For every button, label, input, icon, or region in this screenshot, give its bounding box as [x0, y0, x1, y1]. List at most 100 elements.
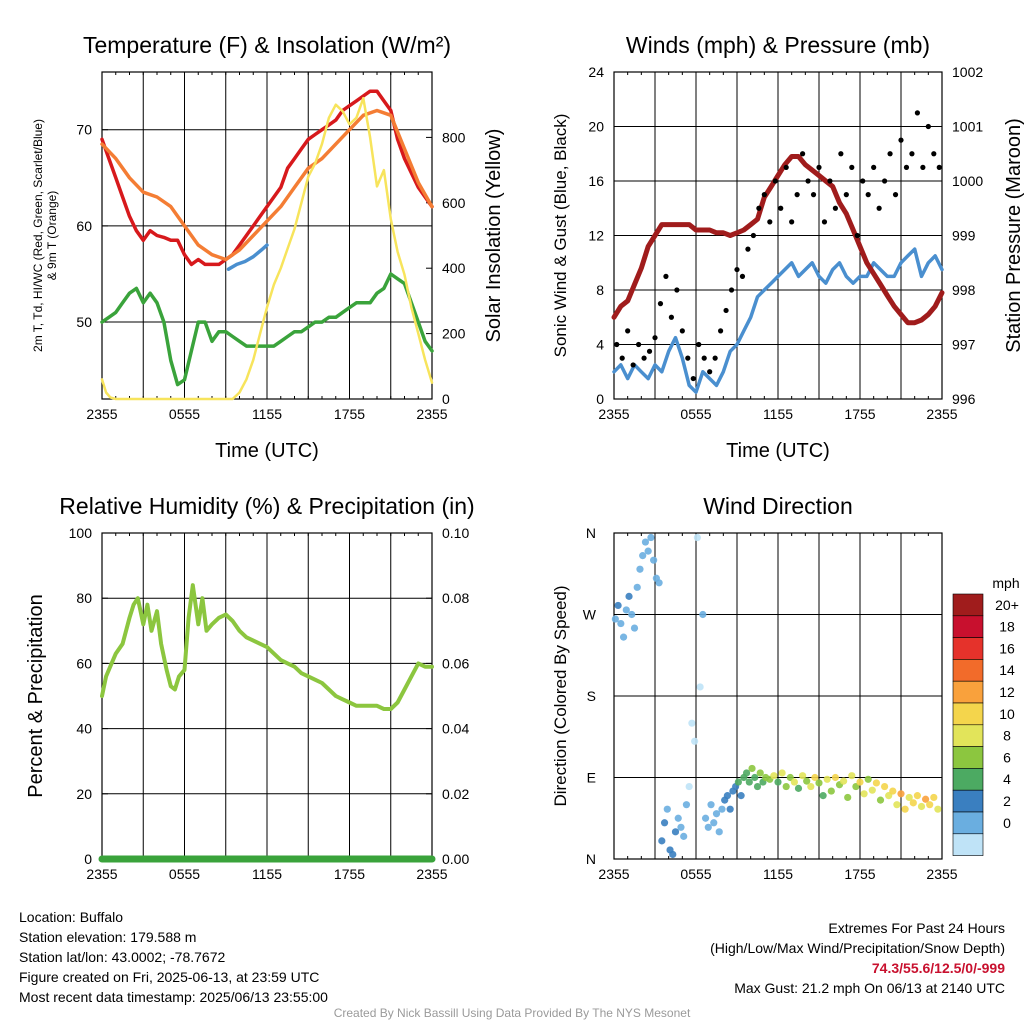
- gust-point: [718, 328, 724, 334]
- direction-point: [807, 782, 815, 791]
- x-tick-label: 0555: [680, 406, 711, 422]
- x-tick-label: 0555: [680, 866, 711, 882]
- gust-point: [805, 178, 811, 184]
- direction-point: [819, 792, 827, 800]
- y2-tick-label: 997: [952, 337, 976, 353]
- direction-point: [617, 619, 625, 628]
- direction-point: [872, 779, 881, 787]
- x-tick-label: 1155: [252, 406, 282, 422]
- direction-point: [751, 773, 759, 782]
- direction-point: [782, 782, 790, 791]
- gust-point: [876, 205, 882, 211]
- direction-point: [745, 778, 753, 786]
- direction-point: [715, 828, 723, 836]
- x-axis-label: Time (UTC): [726, 440, 830, 462]
- recent-data-text: Most recent data timestamp: 2025/06/13 2…: [19, 989, 328, 1005]
- direction-point: [647, 533, 655, 542]
- direction-point: [726, 805, 734, 813]
- y2-tick-label: 400: [442, 260, 466, 276]
- direction-point: [707, 801, 715, 809]
- chart-title: Temperature (F) & Insolation (W/m²): [83, 32, 451, 58]
- direction-point: [794, 784, 803, 792]
- direction-point: [633, 583, 641, 591]
- direction-point: [930, 793, 938, 802]
- x-tick-label: 2355: [598, 866, 629, 882]
- y-tick-label: W: [583, 607, 597, 623]
- y-tick-label: 20: [76, 786, 92, 802]
- y-axis-label-line2: & 9m T (Orange): [45, 191, 59, 281]
- gust-point: [810, 192, 817, 198]
- direction-point: [868, 786, 876, 794]
- gust-point: [619, 355, 625, 361]
- gust-point: [630, 362, 636, 368]
- x-tick-label: 2355: [416, 866, 447, 882]
- colorbar-swatch: [952, 768, 984, 791]
- direction-point: [897, 790, 905, 798]
- y2-axis-label: Station Pressure (Maroon): [1003, 118, 1024, 353]
- y2-tick-label: 0.04: [442, 721, 469, 737]
- extremes-heading: Extremes For Past 24 Hours: [828, 920, 1005, 936]
- direction-point: [710, 819, 718, 827]
- series-line-9m-t: [100, 108, 434, 262]
- gust-point: [663, 273, 669, 279]
- y-tick-label: 0: [84, 851, 92, 867]
- x-tick-label: 1755: [844, 866, 875, 882]
- y-tick-label: S: [587, 688, 596, 704]
- colorbar-swatch: [952, 593, 984, 617]
- y-tick-label: 80: [76, 590, 92, 606]
- colorbar-label: 20+: [995, 597, 1019, 613]
- direction-point: [864, 775, 872, 783]
- direction-point: [881, 782, 889, 791]
- y2-tick-label: 600: [442, 195, 466, 211]
- y2-tick-label: 999: [952, 228, 976, 244]
- direction-point: [844, 793, 852, 802]
- wind-direction-panel: 2355 0555 1155 1755 2355 Wind Direction N E S W N D…: [551, 493, 1020, 882]
- direction-point: [905, 793, 913, 802]
- direction-point: [644, 547, 652, 555]
- direction-point: [790, 778, 799, 786]
- y-tick-label: 70: [76, 122, 92, 138]
- gust-point: [860, 178, 866, 184]
- gust-point: [756, 205, 762, 211]
- colorbar-swatch: [952, 811, 984, 835]
- gust-point: [739, 273, 746, 279]
- y2-tick-label: 1001: [952, 119, 983, 135]
- gust-point: [936, 164, 942, 170]
- direction-point: [748, 764, 756, 773]
- y-tick-label: 40: [76, 721, 92, 737]
- y-axis-label: Direction (Colored By Speed): [551, 585, 570, 806]
- gust-point: [909, 151, 915, 157]
- direction-point: [840, 777, 848, 785]
- direction-point: [696, 683, 704, 691]
- gust-point: [887, 151, 893, 157]
- y-tick-label: E: [587, 770, 596, 786]
- direction-point: [815, 779, 823, 787]
- colorbar-label: 2: [1003, 793, 1011, 809]
- y-tick-label: N: [586, 851, 596, 867]
- gust-point: [794, 192, 800, 198]
- series-line-2m-t: [100, 89, 434, 267]
- direction-point: [876, 796, 885, 804]
- y2-tick-label: 0.00: [442, 851, 469, 867]
- max-gust-text: Max Gust: 21.2 mph On 06/13 at 2140 UTC: [734, 980, 1005, 996]
- direction-point: [803, 777, 811, 785]
- direction-point: [778, 769, 786, 777]
- direction-point: [680, 832, 688, 840]
- y2-tick-label: 0: [442, 391, 450, 407]
- y-tick-label: N: [586, 525, 596, 541]
- direction-point: [628, 610, 636, 619]
- direction-point: [712, 810, 721, 818]
- direction-point: [641, 538, 650, 546]
- colorbar-label: 6: [1003, 749, 1011, 765]
- gust-point: [625, 328, 631, 334]
- direction-point: [889, 787, 897, 795]
- winds-pressure-panel: 2355 0555 1155 1755 2355 Winds (mph) & Pressu…: [551, 32, 1024, 462]
- gust-point: [898, 137, 904, 143]
- direction-point: [671, 828, 680, 836]
- direction-point: [669, 850, 677, 859]
- direction-point: [619, 633, 628, 641]
- direction-point: [630, 624, 639, 632]
- gust-point: [734, 266, 740, 273]
- direction-point: [614, 601, 622, 610]
